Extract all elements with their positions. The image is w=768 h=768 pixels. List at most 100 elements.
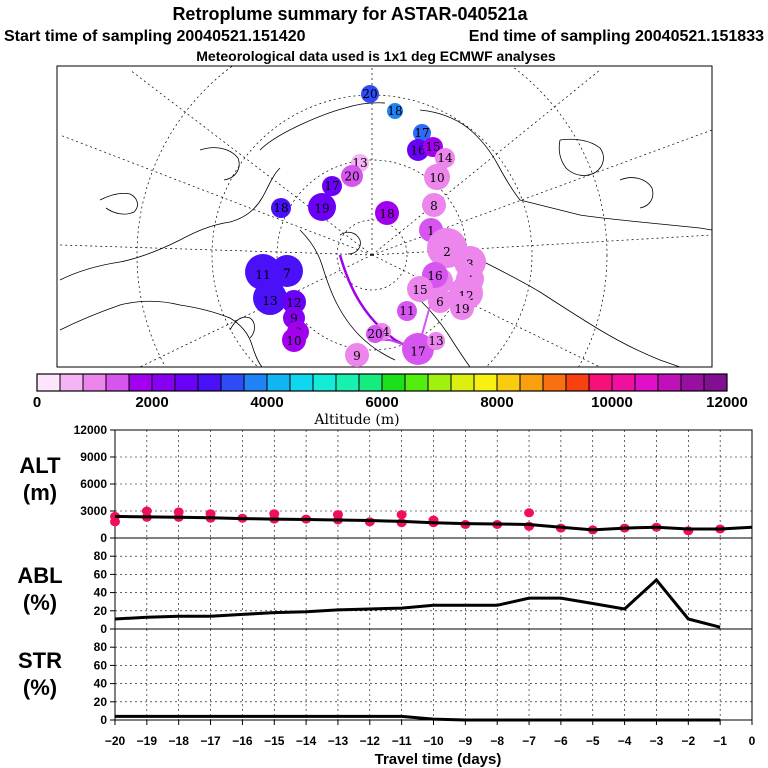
colorbar-tick: 12000 <box>706 394 748 411</box>
plume-point-label: 3 <box>466 257 474 271</box>
y-tick-label: 20 <box>94 695 108 709</box>
panel-abl: 0 20 40 60 80 ABL(%) <box>17 537 753 636</box>
y-tick-label: 40 <box>94 677 108 691</box>
colorbar-swatch <box>313 374 337 391</box>
colorbar-swatch <box>267 374 291 391</box>
plume-point-label: 19 <box>454 302 469 316</box>
x-tick-label: −3 <box>650 734 664 748</box>
plume-point <box>322 176 342 196</box>
alt-point <box>269 509 280 519</box>
alt-point <box>524 508 535 518</box>
colorbar-swatch <box>566 374 590 391</box>
alt-point <box>396 510 407 520</box>
colorbar-swatch <box>382 374 406 391</box>
colorbar-swatch <box>405 374 429 391</box>
x-tick-label: −9 <box>459 734 473 748</box>
plume-point <box>341 165 363 187</box>
colorbar-swatch <box>83 374 107 391</box>
colorbar-swatch <box>198 374 222 391</box>
colorbar-swatch <box>681 374 705 391</box>
y-tick-label: 0 <box>100 531 107 545</box>
plume-point <box>402 333 434 365</box>
y-tick-label: 12000 <box>74 423 108 437</box>
plume-point-label: 10 <box>286 334 301 348</box>
plume-point <box>407 276 433 302</box>
colorbar-swatch <box>658 374 682 391</box>
colorbar-swatch <box>520 374 544 391</box>
plume-point-label: 15 <box>412 283 427 297</box>
alt-mean-line <box>114 514 753 532</box>
alt-point <box>110 517 120 527</box>
colorbar-tick: 8000 <box>480 394 513 411</box>
y-tick-label: 60 <box>94 567 108 581</box>
map-panel: 2018171615141310208123456171615111219914… <box>56 65 713 368</box>
panel-ylabel-unit: (%) <box>23 675 57 700</box>
plume-point <box>387 103 403 119</box>
plume-point <box>435 148 455 168</box>
plume-point-label: 18 <box>387 104 402 118</box>
x-tick-label: −11 <box>392 734 412 748</box>
plume-point-label: 17 <box>324 179 339 193</box>
alt-point <box>141 506 152 516</box>
panel-ylabel: STR <box>18 648 62 673</box>
x-tick-label: −20 <box>105 734 126 748</box>
colorbar-swatch <box>60 374 84 391</box>
x-tick-label: −15 <box>264 734 285 748</box>
alt-point <box>205 509 216 519</box>
plume-point <box>413 124 431 142</box>
plume-point-label: 13 <box>262 294 277 308</box>
colorbar-swatch <box>612 374 636 391</box>
y-tick-label: 3000 <box>80 504 107 518</box>
panel-ylabel: ALT <box>19 453 61 478</box>
plume-point-label: 11 <box>399 304 414 318</box>
colorbar-swatch <box>497 374 521 391</box>
x-tick-label: −13 <box>328 734 349 748</box>
colorbar-tick: 0 <box>33 394 41 411</box>
y-tick-label: 0 <box>100 713 107 727</box>
x-tick-label: −4 <box>618 734 632 748</box>
colorbar-tick: 4000 <box>250 394 283 411</box>
plume-point-label: 1 <box>427 224 435 238</box>
plume-point-label: 9 <box>353 349 361 363</box>
plume-point-label: 12 <box>286 296 301 310</box>
plume-point-label: 18 <box>379 207 394 221</box>
colorbar-swatch <box>474 374 498 391</box>
plume-point-label: 15 <box>425 140 440 154</box>
colorbar-swatch <box>129 374 153 391</box>
plume-point <box>361 85 379 103</box>
y-tick-label: 9000 <box>80 450 107 464</box>
x-axis: −20 −19 −18 −17 −16 −15 −14 −13 −12 −11 −10 −9 −8 −7−… <box>105 720 756 748</box>
alt-point <box>173 507 184 517</box>
plume-point-label: 11 <box>255 268 270 282</box>
plume-point <box>345 343 369 367</box>
x-tick-label: −7 <box>522 734 536 748</box>
plume-point-label: 16 <box>410 143 425 157</box>
x-tick-label: −17 <box>200 734 221 748</box>
plume-point <box>428 289 452 313</box>
colorbar-tick: 6000 <box>365 394 398 411</box>
colorbar-swatch <box>244 374 268 391</box>
altitude-colorbar: 0 2000 4000 6000 8000 10000 12000 <box>33 373 748 411</box>
colorbar-swatch <box>152 374 176 391</box>
panel-str: 0 20 40 60 80 STR(%) <box>18 628 753 727</box>
plume-point <box>282 328 306 352</box>
x-tick-label: −1 <box>713 734 727 748</box>
plume-point-label: 8 <box>430 199 438 213</box>
plume-point-label: 9 <box>290 311 298 325</box>
abl-line <box>114 577 721 629</box>
timeseries-panels: 030006000900012000ALT(m)020406080ABL(%)0… <box>17 423 753 727</box>
plume-point <box>424 164 450 190</box>
plume-point-label: 18 <box>273 201 288 215</box>
figure-title: Retroplume summary for ASTAR-040521a <box>172 4 528 24</box>
x-tick-label: −12 <box>360 734 381 748</box>
plume-point-label: 2 <box>443 245 451 259</box>
plume-points: 2018171615141310208123456171615111219914… <box>245 85 486 367</box>
x-tick-label: 0 <box>749 734 756 748</box>
plume-point-label: 17 <box>410 344 425 358</box>
plume-point <box>427 332 445 350</box>
x-tick-label: −16 <box>232 734 253 748</box>
plume-point-label: 20 <box>367 327 382 341</box>
plume-point-label: 16 <box>427 269 442 283</box>
colorbar-label: Altitude (m) <box>313 412 399 428</box>
